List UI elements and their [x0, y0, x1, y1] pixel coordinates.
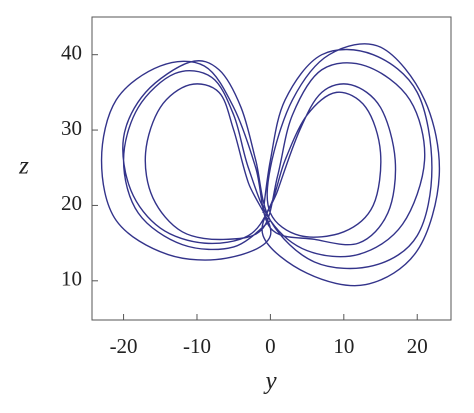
x-tick-label: 20: [407, 334, 428, 358]
x-tick-label: 10: [333, 334, 354, 358]
x-tick-label: 0: [265, 334, 276, 358]
y-tick-label: 10: [61, 267, 82, 291]
x-axis-label: y: [262, 368, 277, 395]
plot-frame: [91, 16, 452, 321]
x-tick-label: -10: [183, 334, 211, 358]
y-tick-label: 20: [61, 191, 82, 215]
x-tick-label: -20: [110, 334, 138, 358]
trajectory-line: [100, 43, 441, 287]
y-axis-label: z: [18, 153, 29, 180]
y-tick-label: 30: [61, 116, 82, 140]
y-tick-label: 40: [61, 40, 82, 64]
